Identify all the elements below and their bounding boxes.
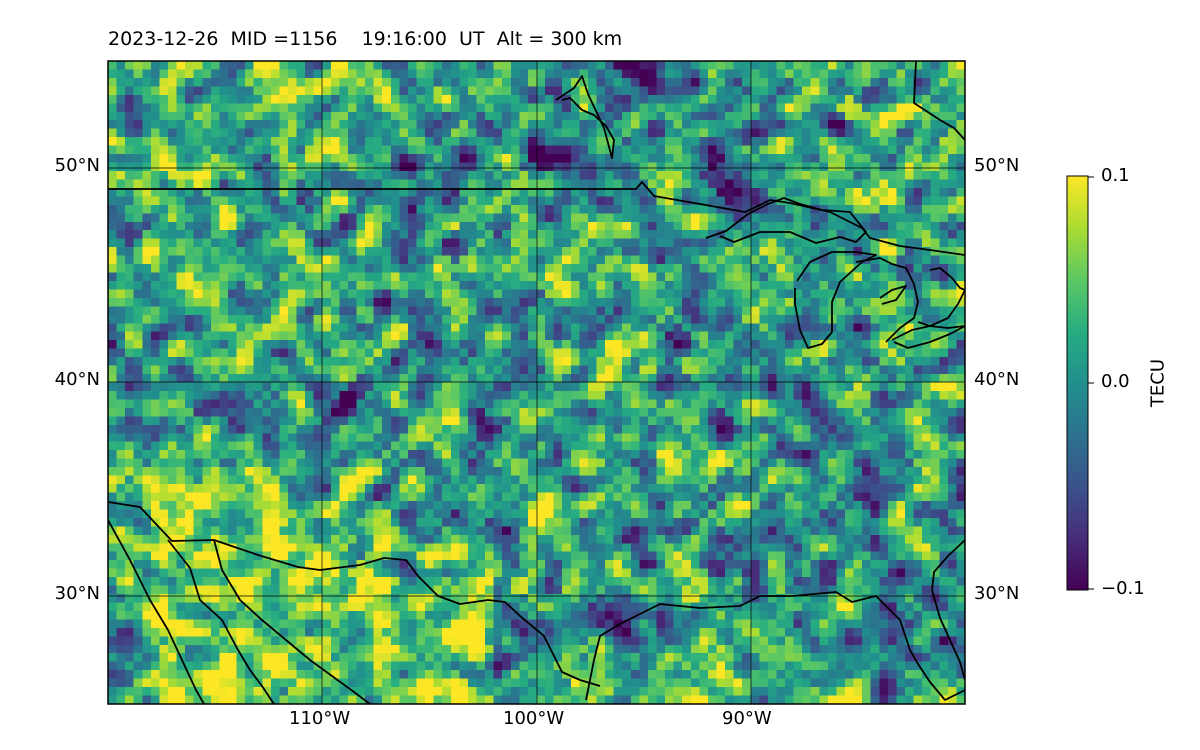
gulf-coast bbox=[585, 591, 965, 701]
lat-label-right-50: 50°N bbox=[974, 155, 1020, 176]
great-lakes-east-shore bbox=[917, 267, 965, 327]
hudson-bay-coast bbox=[913, 61, 965, 141]
pacific-coast-baja bbox=[108, 519, 205, 704]
us-canada-border bbox=[108, 181, 965, 256]
baja-gulf-coast bbox=[167, 539, 275, 704]
sonora-coast bbox=[213, 539, 371, 704]
colorbar-label-min: −0.1 bbox=[1101, 578, 1145, 599]
coastlines-and-borders bbox=[108, 61, 965, 704]
tec-heatmap bbox=[108, 61, 965, 704]
lake-erie-ontario bbox=[891, 325, 965, 349]
colorbar-label-zero: 0.0 bbox=[1101, 371, 1130, 392]
lake-michigan bbox=[794, 251, 877, 349]
map-frame bbox=[107, 60, 966, 705]
lake-huron-bay bbox=[879, 285, 907, 305]
us-mexico-border bbox=[108, 501, 601, 687]
colorbar bbox=[1066, 175, 1094, 591]
figure-title: 2023-12-26 MID =1156 19:16:00 UT Alt = 3… bbox=[108, 28, 623, 50]
colorbar-label-max: 0.1 bbox=[1101, 165, 1130, 186]
lat-label-right-30: 30°N bbox=[974, 583, 1020, 604]
colorbar-gradient bbox=[1067, 176, 1088, 590]
lon-label-110w: 110°W bbox=[289, 708, 351, 729]
colorbar-title: TECU bbox=[1147, 358, 1169, 408]
lat-label-right-40: 40°N bbox=[974, 369, 1020, 390]
lon-label-100w: 100°W bbox=[503, 708, 565, 729]
lat-label-left-30: 30°N bbox=[54, 583, 100, 604]
lat-label-left-50: 50°N bbox=[54, 155, 100, 176]
lake-superior bbox=[705, 197, 867, 244]
florida-atlantic-coast bbox=[931, 539, 965, 681]
lake-huron bbox=[855, 257, 919, 343]
lat-label-left-40: 40°N bbox=[54, 369, 100, 390]
arctic-island bbox=[555, 75, 615, 159]
tec-heatmap-cells bbox=[108, 61, 965, 704]
lon-label-90w: 90°W bbox=[722, 708, 772, 729]
map-gridlines bbox=[108, 61, 965, 704]
